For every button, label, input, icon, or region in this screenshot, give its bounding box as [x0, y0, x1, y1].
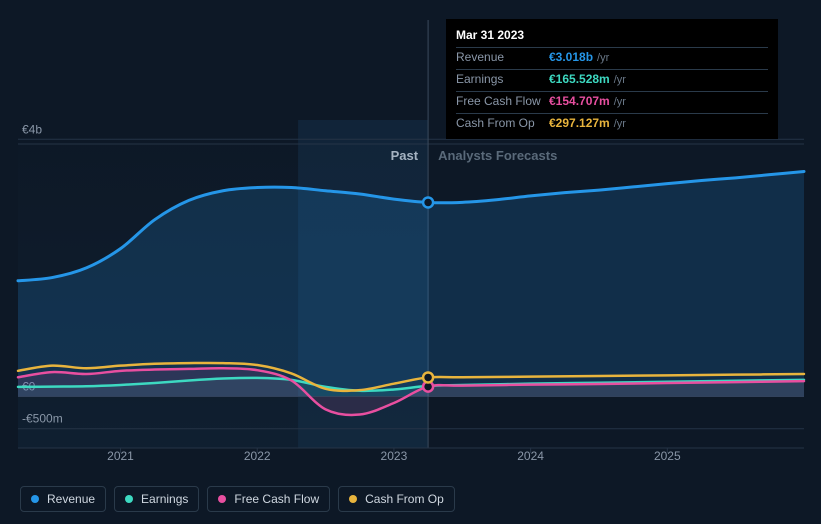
svg-text:2022: 2022 [244, 449, 271, 463]
legend-label: Revenue [47, 492, 95, 506]
legend-label: Cash From Op [365, 492, 444, 506]
tooltip-metric-value: €165.528m [549, 72, 610, 86]
tooltip-date: Mar 31 2023 [456, 25, 768, 47]
chart-legend: Revenue Earnings Free Cash Flow Cash From O… [20, 486, 455, 512]
tooltip-row: Revenue€3.018b/yr [456, 47, 768, 69]
tooltip-row: Free Cash Flow€154.707m/yr [456, 91, 768, 113]
tooltip-metric-value: €154.707m [549, 94, 610, 108]
tooltip-row: Cash From Op€297.127m/yr [456, 113, 768, 135]
legend-label: Earnings [141, 492, 188, 506]
tooltip-metric-value: €297.127m [549, 116, 610, 130]
legend-label: Free Cash Flow [234, 492, 319, 506]
legend-swatch [349, 495, 357, 503]
svg-text:€4b: €4b [22, 122, 42, 136]
svg-text:2021: 2021 [107, 449, 134, 463]
svg-text:Past: Past [391, 148, 419, 163]
tooltip-metric-label: Earnings [456, 72, 549, 86]
legend-item-fcf[interactable]: Free Cash Flow [207, 486, 330, 512]
svg-text:2024: 2024 [517, 449, 544, 463]
legend-swatch [125, 495, 133, 503]
tooltip-unit: /yr [614, 118, 626, 130]
tooltip-metric-value: €3.018b [549, 50, 593, 64]
tooltip-row: Earnings€165.528m/yr [456, 69, 768, 91]
tooltip-unit: /yr [614, 96, 626, 108]
legend-swatch [218, 495, 226, 503]
chart-tooltip: Mar 31 2023 Revenue€3.018b/yrEarnings€16… [446, 19, 778, 139]
tooltip-unit: /yr [597, 52, 609, 64]
svg-text:2023: 2023 [381, 449, 408, 463]
legend-item-revenue[interactable]: Revenue [20, 486, 106, 512]
financials-chart-container: -€500m€0€4bPastAnalysts Forecasts2021202… [0, 0, 821, 524]
tooltip-unit: /yr [614, 74, 626, 86]
legend-swatch [31, 495, 39, 503]
legend-item-earnings[interactable]: Earnings [114, 486, 199, 512]
tooltip-metric-label: Free Cash Flow [456, 94, 549, 108]
svg-text:Analysts Forecasts: Analysts Forecasts [438, 148, 557, 163]
svg-text:-€500m: -€500m [22, 412, 63, 426]
tooltip-metric-label: Cash From Op [456, 116, 549, 130]
legend-item-cfo[interactable]: Cash From Op [338, 486, 455, 512]
tooltip-metric-label: Revenue [456, 50, 549, 64]
svg-text:2025: 2025 [654, 449, 681, 463]
